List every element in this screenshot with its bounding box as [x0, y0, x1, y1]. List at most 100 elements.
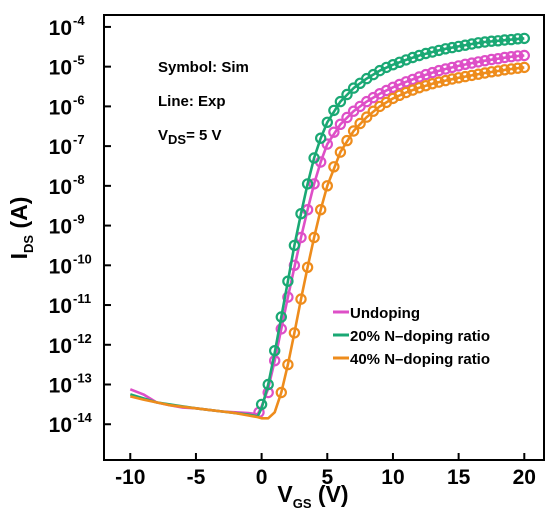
series-marker-2	[347, 125, 360, 137]
series-marker-1	[275, 311, 287, 323]
series-marker-2	[308, 231, 320, 244]
series-marker-0	[492, 53, 504, 65]
series-marker-2	[485, 66, 498, 78]
y-tick-exponent: -5	[73, 53, 85, 68]
series-marker-0	[328, 126, 340, 138]
series-marker-1	[288, 239, 301, 252]
y-tick-exponent: -14	[73, 410, 93, 425]
series-marker-0	[387, 81, 399, 94]
series-marker-1	[446, 41, 458, 54]
annotation-vds-sub: DS	[168, 132, 186, 147]
series-marker-2	[334, 146, 347, 158]
series-marker-0	[282, 291, 294, 303]
y-tick-label: 10	[49, 414, 72, 437]
y-tick-exponent: -4	[73, 13, 85, 28]
series-marker-2	[420, 79, 432, 92]
series-marker-2	[407, 84, 419, 96]
y-tick-label: 10	[49, 57, 72, 80]
series-marker-1	[466, 38, 478, 50]
series-layer	[129, 32, 531, 420]
series-marker-2	[288, 327, 301, 339]
series-marker-1	[426, 46, 439, 58]
annotation-vds: VDS= 5 V	[158, 127, 222, 147]
x-tick-label: -5	[187, 466, 206, 489]
y-tick-label: 10	[49, 255, 72, 278]
series-marker-1	[498, 34, 511, 46]
series-marker-1	[492, 35, 504, 47]
y-tick-label: 10	[49, 17, 72, 40]
y-tick-exponent: -6	[73, 92, 85, 107]
series-marker-2	[459, 70, 471, 83]
y-tick-exponent: -7	[73, 132, 85, 147]
annotation-line: Line: Exp	[158, 93, 226, 110]
series-marker-2	[295, 293, 307, 305]
series-marker-0	[321, 138, 333, 150]
series-marker-2	[498, 64, 511, 76]
legend-label-40pct: 40% N–doping ratio	[350, 351, 490, 368]
y-tick-label: 10	[49, 176, 72, 199]
series-marker-0	[446, 61, 458, 74]
series-line-2	[129, 66, 525, 420]
series-marker-2	[505, 63, 517, 75]
y-tick-exponent: -8	[73, 172, 85, 187]
series-marker-2	[518, 61, 531, 74]
series-marker-2	[466, 69, 478, 82]
series-marker-0	[459, 58, 471, 71]
series-marker-0	[413, 71, 425, 83]
series-marker-1	[334, 95, 347, 108]
y-tick-label: 10	[49, 136, 72, 159]
series-marker-1	[407, 51, 419, 64]
series-marker-0	[275, 323, 287, 335]
series-marker-1	[400, 54, 412, 66]
series-marker-0	[334, 118, 347, 131]
series-marker-1	[433, 44, 445, 57]
series-marker-1	[321, 116, 333, 129]
x-tick-label: 10	[381, 466, 404, 489]
series-marker-1	[472, 37, 484, 49]
series-marker-0	[420, 68, 432, 81]
series-marker-2	[315, 203, 327, 216]
y-tick-label: 10	[49, 375, 72, 398]
legend-label-undoping: Undoping	[350, 305, 420, 322]
series-marker-2	[275, 386, 287, 399]
series-marker-0	[479, 55, 491, 67]
series-marker-1	[387, 58, 399, 71]
series-marker-0	[505, 51, 517, 63]
series-marker-0	[518, 49, 531, 62]
series-marker-0	[512, 50, 524, 62]
legend-label-20pct: 20% N–doping ratio	[350, 328, 490, 345]
series-marker-0	[426, 66, 439, 79]
series-marker-1	[269, 345, 281, 357]
series-marker-1	[262, 378, 274, 391]
y-axis-title-unit: (A)	[6, 197, 32, 235]
series-marker-2	[433, 76, 445, 88]
y-tick-label: 10	[49, 216, 72, 239]
y-tick-exponent: -9	[73, 212, 85, 227]
series-marker-0	[400, 76, 412, 88]
y-axis-title-sub: DS	[21, 235, 36, 253]
series-marker-2	[301, 261, 314, 273]
series-marker-0	[498, 51, 511, 64]
legend: Undoping 20% N–doping ratio 40% N–doping…	[333, 305, 490, 368]
series-marker-2	[512, 62, 524, 74]
series-marker-1	[328, 104, 340, 117]
series-marker-2	[479, 67, 491, 79]
y-axis-title-main: I	[6, 253, 32, 259]
x-axis-title-main: V	[277, 481, 293, 507]
series-marker-0	[433, 64, 445, 77]
series-marker-2	[413, 81, 425, 94]
x-axis-title-unit: (V)	[312, 481, 349, 507]
series-marker-1	[301, 178, 314, 190]
series-marker-0	[466, 57, 478, 69]
y-tick-exponent: -10	[73, 251, 92, 266]
series-marker-2	[328, 161, 340, 173]
series-marker-1	[341, 88, 353, 101]
x-tick-label: 5	[321, 466, 333, 489]
series-marker-0	[485, 53, 498, 66]
y-tick-label: 10	[49, 295, 72, 318]
series-marker-1	[505, 33, 517, 46]
series-marker-1	[295, 207, 307, 220]
y-tick-label: 10	[49, 335, 72, 358]
series-marker-0	[439, 63, 452, 75]
